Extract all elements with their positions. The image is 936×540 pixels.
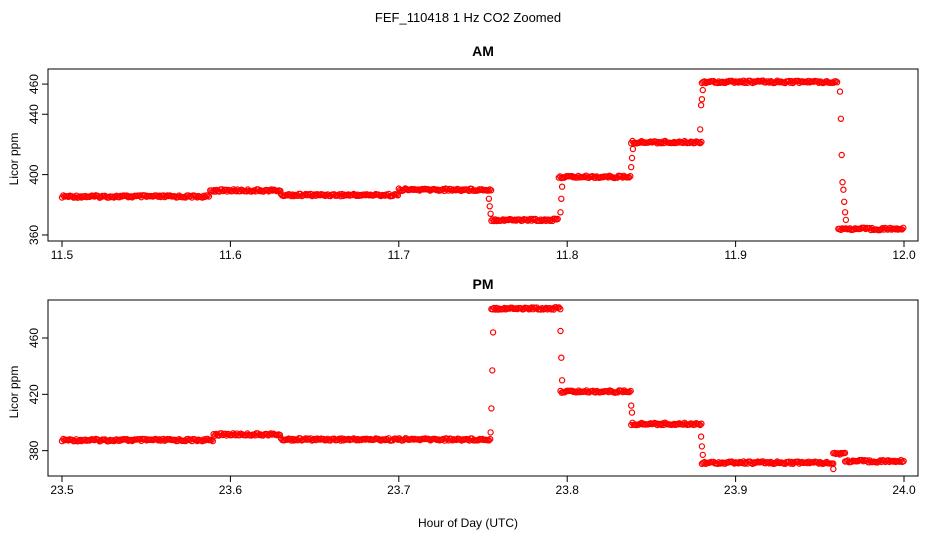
pm-plot-frame: [47, 299, 919, 477]
pm-panel: PM Licor ppm 23.5 23.6 23.7 23.8 23.9 24.0 380 42…: [7, 276, 919, 497]
pm-transition-point: [698, 443, 706, 450]
pm-transition-point: [628, 402, 635, 409]
pm-data-point: [557, 306, 564, 313]
am-y-tick-label: 360: [27, 225, 41, 245]
am-x-tick-label: 11.8: [556, 248, 579, 262]
figure-xlabel: Hour of Day (UTC): [418, 516, 518, 530]
pm-transition-point: [487, 429, 494, 436]
am-transition-point: [838, 151, 845, 159]
pm-data-point: [290, 437, 298, 444]
am-data-point: [833, 78, 841, 86]
pm-transition-point: [697, 433, 705, 440]
am-points: [58, 77, 907, 234]
pm-transition-point: [628, 409, 636, 416]
am-transition-point: [697, 101, 705, 109]
am-transition-point: [485, 195, 493, 202]
pm-data-point: [208, 436, 215, 444]
am-transition-point: [841, 209, 849, 216]
pm-y-tick-label: 460: [27, 328, 41, 348]
am-data-point: [290, 192, 298, 200]
am-y-axis-label: Licor ppm: [7, 133, 21, 186]
pm-x-tick-label: 23.7: [387, 483, 411, 497]
am-data-point: [696, 139, 704, 147]
am-transition-point: [628, 154, 636, 162]
am-data-point: [625, 174, 633, 181]
am-transition-point: [697, 126, 704, 133]
pm-y-tick-label: 380: [27, 440, 41, 460]
am-transition-point: [839, 178, 846, 186]
am-transition-point: [557, 209, 564, 216]
pm-transition-point: [489, 329, 497, 336]
pm-data-point: [696, 421, 704, 429]
am-data-point: [204, 192, 211, 199]
am-x-tick-label: 11.5: [51, 248, 74, 262]
pm-data-point: [896, 458, 903, 465]
pm-data-point: [698, 420, 705, 427]
pm-transition-point: [699, 451, 707, 459]
am-transition-point: [841, 198, 848, 205]
am-data-point: [627, 172, 634, 180]
am-transition-point: [628, 163, 635, 171]
am-transition-point: [842, 216, 850, 224]
am-transition-point: [487, 210, 494, 217]
pm-transition-point: [830, 465, 837, 473]
am-transition-point: [836, 88, 844, 95]
am-data-point: [898, 226, 906, 233]
am-data-point: [698, 138, 705, 146]
am-panel-title: AM: [472, 43, 494, 59]
pm-x-tick-label: 23.5: [50, 483, 74, 497]
pm-x-tick-label: 24.0: [892, 483, 916, 497]
pm-data-point: [627, 387, 634, 395]
pm-x-tick-label: 23.8: [556, 483, 580, 497]
am-transition-point: [558, 183, 566, 190]
pm-panel-title: PM: [473, 276, 494, 292]
am-x-tick-label: 11.6: [219, 248, 242, 262]
am-data-point: [205, 193, 213, 200]
pm-data-point: [485, 437, 493, 444]
pm-y-axis-label: Licor ppm: [7, 366, 21, 419]
pm-data-point: [626, 388, 633, 396]
am-plot-frame: [47, 68, 919, 242]
am-y-tick-label: 440: [27, 104, 41, 124]
am-y-tick-label: 460: [27, 74, 41, 94]
am-x-tick-label: 11.9: [724, 248, 747, 262]
am-transition-point: [486, 203, 493, 210]
pm-data-point: [487, 435, 494, 443]
am-data-point: [487, 187, 495, 194]
am-data-point: [394, 192, 402, 199]
pm-transition-point: [558, 354, 565, 361]
figure-title: FEF_110418 1 Hz CO2 Zoomed: [375, 10, 561, 25]
pm-data-point: [276, 431, 284, 439]
am-transition-point: [629, 145, 637, 153]
pm-data-point: [841, 449, 849, 457]
am-transition-point: [699, 86, 707, 94]
am-data-point: [485, 187, 492, 194]
pm-transition-point: [488, 405, 495, 412]
pm-x-tick-label: 23.9: [724, 483, 748, 497]
pm-transition-point: [558, 377, 566, 384]
am-data-point: [900, 224, 907, 231]
pm-transition-point: [489, 367, 496, 374]
pm-data-point: [209, 437, 216, 445]
am-panel: AM Licor ppm 11.5 11.6 11.7 11.8 11.9 12.0 360 40…: [7, 43, 919, 262]
am-data-point: [554, 215, 561, 223]
am-y-tick-label: 400: [27, 164, 41, 184]
pm-x-tick-label: 23.6: [219, 483, 243, 497]
pm-points: [58, 304, 907, 473]
am-x-tick-label: 12.0: [892, 248, 916, 262]
am-transition-point: [840, 186, 847, 193]
am-transition-point: [698, 95, 706, 103]
am-transition-point: [558, 195, 565, 202]
pm-data-point: [900, 457, 907, 465]
pm-transition-point: [557, 327, 564, 335]
am-transition-point: [837, 115, 845, 123]
pm-y-tick-label: 420: [27, 384, 41, 404]
am-x-tick-label: 11.7: [388, 248, 411, 262]
